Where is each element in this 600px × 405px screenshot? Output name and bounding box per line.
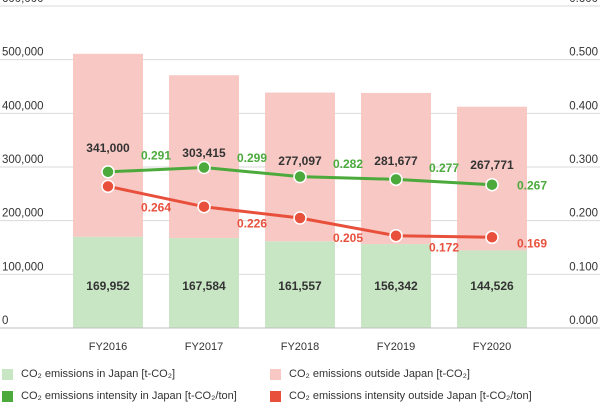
y-left-tick-label: 400,000	[2, 100, 44, 112]
y-right-tick-label: 0.500	[569, 47, 598, 59]
y-right-tick-label: 0.000	[569, 315, 598, 327]
line-value-label-japan: 0.299	[237, 151, 267, 165]
x-tick-label: FY2020	[473, 341, 512, 350]
line-value-label-japan: 0.277	[429, 161, 459, 175]
line-value-label-japan: 0.291	[141, 149, 171, 163]
legend-swatch	[2, 390, 13, 402]
y-left-tick-label: 600,000	[2, 0, 44, 5]
bar-value-label-overseas: 267,771	[470, 158, 514, 172]
bar-value-label-japan: 169,952	[86, 279, 130, 293]
x-tick-label: FY2016	[89, 341, 128, 350]
point-japan-intensity	[485, 177, 499, 192]
line-value-label-japan: 0.282	[333, 157, 363, 171]
line-value-label-japan: 0.267	[517, 179, 547, 193]
bar-value-label-japan: 144,526	[470, 279, 514, 293]
point-japan-intensity	[101, 165, 115, 179]
y-left-tick-label: 200,000	[2, 208, 44, 220]
legend: CO₂ emissions in Japan [t-CO₂] CO₂ emiss…	[0, 358, 600, 405]
line-value-label-overseas: 0.264	[141, 201, 171, 215]
y-right-tick-label: 0.100	[569, 261, 598, 273]
point-japan-intensity	[293, 169, 307, 184]
point-overseas-intensity	[101, 179, 115, 194]
legend-item-japan-emissions: CO₂ emissions in Japan [t-CO₂]	[2, 368, 175, 380]
bar-value-label-japan: 161,557	[278, 279, 322, 293]
legend-label: CO₂ emissions in Japan [t-CO₂]	[21, 368, 176, 380]
bar-value-label-japan: 156,342	[374, 279, 418, 293]
bar-japan	[361, 244, 431, 328]
bar-value-label-overseas: 277,097	[278, 154, 322, 168]
point-overseas-intensity	[197, 199, 211, 214]
y-left-tick-label: 300,000	[2, 154, 44, 166]
point-japan-intensity	[197, 160, 211, 175]
bar-japan	[457, 250, 527, 328]
point-overseas-intensity	[389, 228, 403, 243]
point-japan-intensity	[389, 172, 403, 187]
emissions-chart: 0 100,000 200,000 300,000 400,000 500,000 600,…	[0, 0, 600, 350]
legend-swatch	[270, 368, 281, 380]
y-right-tick-label: 0.400	[569, 100, 598, 112]
bar-overseas	[361, 92, 431, 245]
y-right-tick-label: 0.200	[569, 208, 598, 220]
bar-japan	[169, 238, 239, 328]
legend-swatch	[2, 368, 13, 380]
line-value-label-overseas: 0.205	[333, 231, 363, 245]
line-value-label-overseas: 0.169	[517, 236, 547, 250]
x-tick-label: FY2019	[377, 341, 416, 350]
legend-label: CO₂ emissions intensity in Japan [t-CO₂/…	[21, 390, 237, 402]
legend-item-japan-intensity: CO₂ emissions intensity in Japan [t-CO₂/…	[2, 390, 237, 402]
bar-overseas	[73, 53, 143, 237]
x-tick-label: FY2017	[185, 341, 224, 350]
legend-item-overseas-intensity: CO₂ emissions intensity outside Japan [t…	[270, 390, 532, 402]
line-value-label-overseas: 0.172	[429, 240, 459, 254]
point-overseas-intensity	[293, 211, 307, 225]
y-left-tick-label: 0	[2, 315, 8, 327]
y-left-tick-label: 500,000	[2, 47, 44, 59]
y-right-tick-label: 0.600	[569, 0, 598, 5]
y-left-tick-label: 100,000	[2, 261, 44, 273]
bar-value-label-overseas: 341,000	[86, 141, 130, 155]
bar-japan	[73, 236, 143, 328]
legend-label: CO₂ emissions outside Japan [t-CO₂]	[289, 368, 470, 380]
bar-japan	[265, 241, 335, 328]
y-right-tick-label: 0.300	[569, 154, 598, 166]
x-tick-label: FY2018	[281, 341, 320, 350]
line-value-label-overseas: 0.226	[237, 216, 267, 230]
bar-value-label-japan: 167,584	[182, 279, 226, 293]
legend-label: CO₂ emissions intensity outside Japan [t…	[289, 390, 532, 402]
legend-item-overseas-emissions: CO₂ emissions outside Japan [t-CO₂]	[270, 368, 470, 380]
legend-swatch	[270, 390, 281, 402]
point-overseas-intensity	[485, 230, 499, 245]
bar-value-label-overseas: 281,677	[374, 154, 418, 168]
bar-value-label-overseas: 303,415	[182, 146, 226, 160]
